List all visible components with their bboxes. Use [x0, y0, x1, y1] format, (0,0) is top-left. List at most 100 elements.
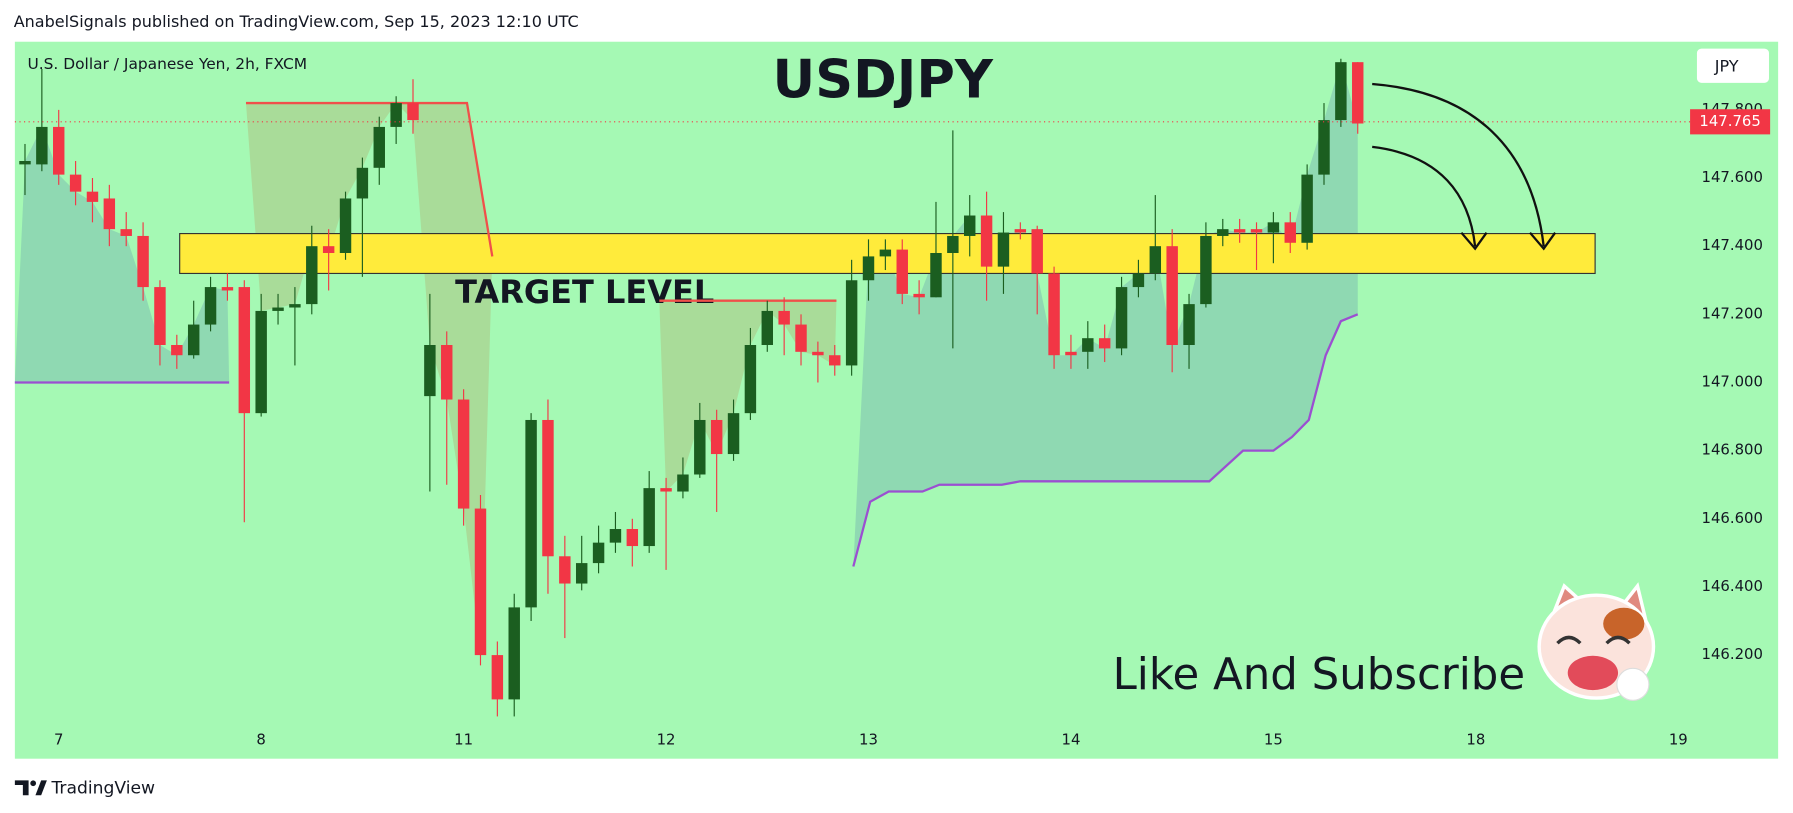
candle-body: [441, 345, 453, 400]
arrow-head: [1529, 231, 1557, 251]
candle-body: [1166, 246, 1178, 346]
candle-body: [1132, 273, 1145, 288]
candle-body: [845, 280, 858, 366]
y-tick-label: 147.000: [1702, 372, 1763, 390]
candle-body: [1250, 229, 1263, 233]
candle-body: [1149, 246, 1162, 274]
candle-body: [609, 529, 622, 543]
candle-body: [1318, 120, 1330, 175]
overlay-line: [852, 313, 1359, 567]
x-tick-label: 11: [454, 730, 473, 748]
candle-body: [1217, 229, 1229, 236]
brand-logo: [14, 780, 47, 796]
candle-body: [53, 126, 65, 175]
candle-body: [643, 488, 655, 547]
candle-body: [1014, 229, 1027, 233]
candles: [19, 58, 1364, 717]
symbol-label: U.S. Dollar / Japanese Yen, 2h, FXCM: [27, 55, 307, 73]
candle-body: [390, 103, 402, 127]
y-tick-label: 147.400: [1702, 236, 1763, 254]
candle-body: [829, 355, 841, 366]
arrow-head: [1460, 231, 1488, 251]
candle-body: [1200, 235, 1212, 305]
candle-body: [1183, 304, 1195, 346]
candle-body: [677, 474, 689, 492]
candle-body: [272, 307, 284, 311]
candle-body: [171, 345, 183, 356]
x-tick-label: 14: [1061, 730, 1080, 748]
candle-body: [1048, 273, 1060, 356]
arrow: [1372, 145, 1477, 247]
candle-body: [761, 310, 773, 346]
x-tick-label: 12: [657, 730, 676, 748]
candle-body: [339, 198, 352, 253]
arrows: [1372, 82, 1557, 251]
overlay-lines: [14, 101, 1359, 567]
candle-body: [373, 126, 385, 168]
candle-body: [997, 232, 1010, 267]
x-tick-label: 19: [1669, 730, 1688, 748]
currency-label[interactable]: JPY: [1714, 56, 1739, 75]
candle-body: [1352, 62, 1364, 124]
candle-body: [1233, 229, 1246, 233]
x-tick-label: 8: [256, 730, 265, 748]
candle-body: [879, 249, 892, 257]
candle-body: [137, 235, 149, 288]
y-tick-label: 147.200: [1702, 304, 1763, 322]
candle-body: [913, 293, 925, 298]
candle-body: [255, 310, 267, 414]
candle-body: [19, 160, 31, 165]
candle-body: [1115, 287, 1128, 349]
candle-body: [457, 399, 470, 509]
candle-body: [1098, 338, 1111, 349]
candle-body: [592, 542, 605, 564]
candle-body: [221, 287, 234, 291]
y-tick-label: 146.600: [1702, 509, 1763, 527]
candle-body: [508, 607, 520, 700]
overlay-fill: [659, 300, 837, 492]
candle-body: [120, 229, 132, 236]
candle-body: [575, 563, 588, 584]
candle-body: [812, 351, 824, 356]
last-price-tag: [1690, 109, 1771, 135]
zone-layer: TARGET LEVEL: [179, 233, 1596, 311]
candle-body: [744, 345, 757, 414]
published-line: AnabelSignals published on TradingView.c…: [14, 12, 579, 31]
candle-body: [1082, 338, 1094, 352]
x-tick-label: 15: [1264, 730, 1283, 748]
candle-body: [1301, 174, 1313, 243]
arrow: [1372, 82, 1545, 247]
candle-body: [525, 419, 537, 608]
candle-body: [1031, 229, 1043, 274]
currency-box[interactable]: [1696, 48, 1769, 83]
candle-body: [626, 529, 639, 547]
candle-body: [694, 419, 706, 475]
candle-body: [289, 304, 301, 308]
x-tick-label: 7: [54, 730, 63, 748]
y-tick-label: 146.800: [1702, 441, 1763, 459]
candle-body: [559, 556, 571, 584]
candle-body: [322, 246, 335, 253]
overlay-fill: [853, 62, 1358, 567]
x-tick-label: 18: [1466, 730, 1485, 748]
last-price-label: 147.765: [1699, 112, 1760, 130]
candle-body: [727, 413, 740, 455]
candle-body: [154, 287, 166, 346]
candle-body: [238, 287, 251, 414]
candle-body: [1267, 222, 1280, 233]
candle-body: [69, 174, 82, 192]
brand-name: TradingView: [50, 778, 155, 798]
candle-body: [474, 508, 487, 656]
candle-body: [930, 252, 942, 298]
overlay-line: [245, 101, 494, 257]
candle-body: [103, 198, 116, 230]
axes: 146.200 146.400 146.600 146.800 147.000 147.2…: [14, 100, 1771, 748]
y-tick-label: 146.200: [1702, 645, 1763, 663]
annotation: Like And Subscribe: [1113, 650, 1525, 700]
candle-body: [862, 256, 875, 281]
candle-body: [36, 126, 48, 165]
candle-body: [86, 191, 99, 202]
cat-sticker: [1537, 582, 1656, 701]
candle-body: [542, 419, 554, 557]
